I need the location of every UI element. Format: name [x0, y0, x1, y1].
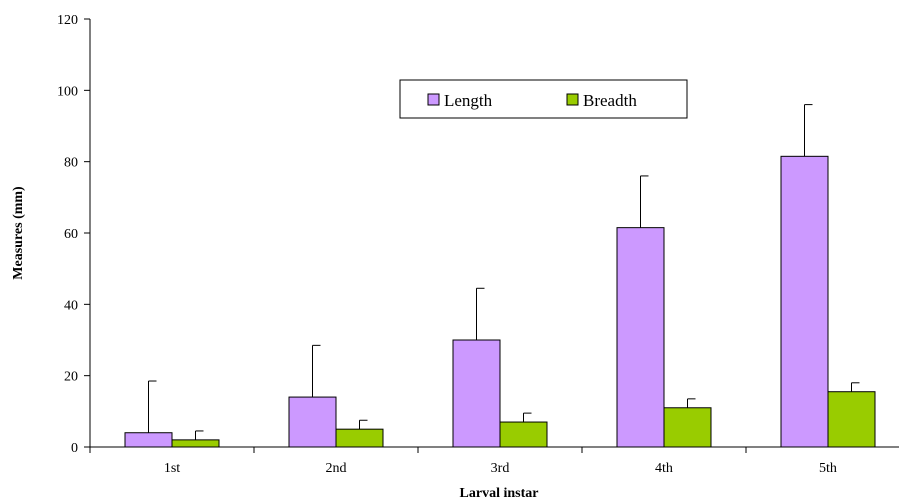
x-axis-title: Larval instar — [460, 486, 539, 501]
x-tick-label: 1st — [164, 461, 180, 476]
legend-swatch-breadth — [566, 93, 579, 106]
bar-breadth-2nd — [335, 428, 384, 448]
bar-breadth-3rd — [499, 421, 548, 448]
bar-length-2nd — [288, 396, 337, 448]
legend-label-breadth: Breadth — [583, 91, 637, 110]
legend-label-length: Length — [444, 91, 493, 110]
bar-breadth-4th — [663, 407, 712, 448]
legend-swatch-length — [427, 93, 440, 106]
x-tick-label: 5th — [819, 461, 837, 476]
bar-length-3rd — [452, 339, 501, 448]
y-tick-label: 120 — [57, 13, 78, 28]
x-ticks: 1st 2nd 3rd 4th 5th — [89, 447, 837, 476]
bar-breadth-5th — [827, 391, 876, 448]
legend-box — [399, 79, 688, 119]
y-ticks: 0 20 40 60 80 100 120 — [57, 13, 90, 456]
legend: Length Breadth — [399, 79, 688, 119]
bar-length-4th — [616, 227, 665, 448]
bars — [124, 155, 876, 448]
x-tick-label: 2nd — [326, 461, 347, 476]
bar-length-5th — [780, 155, 829, 448]
error-bars — [148, 104, 860, 440]
y-tick-label: 60 — [64, 227, 78, 242]
y-tick-label: 0 — [71, 441, 78, 456]
y-tick-label: 40 — [64, 298, 78, 313]
x-tick-label: 3rd — [491, 461, 510, 476]
y-tick-label: 100 — [57, 84, 78, 99]
y-tick-label: 20 — [64, 370, 78, 385]
y-axis-title: Measures (mm) — [11, 186, 26, 280]
bar-breadth-1st — [171, 439, 220, 448]
bar-length-1st — [124, 432, 173, 448]
x-tick-label: 4th — [655, 461, 673, 476]
y-tick-label: 80 — [64, 156, 78, 171]
